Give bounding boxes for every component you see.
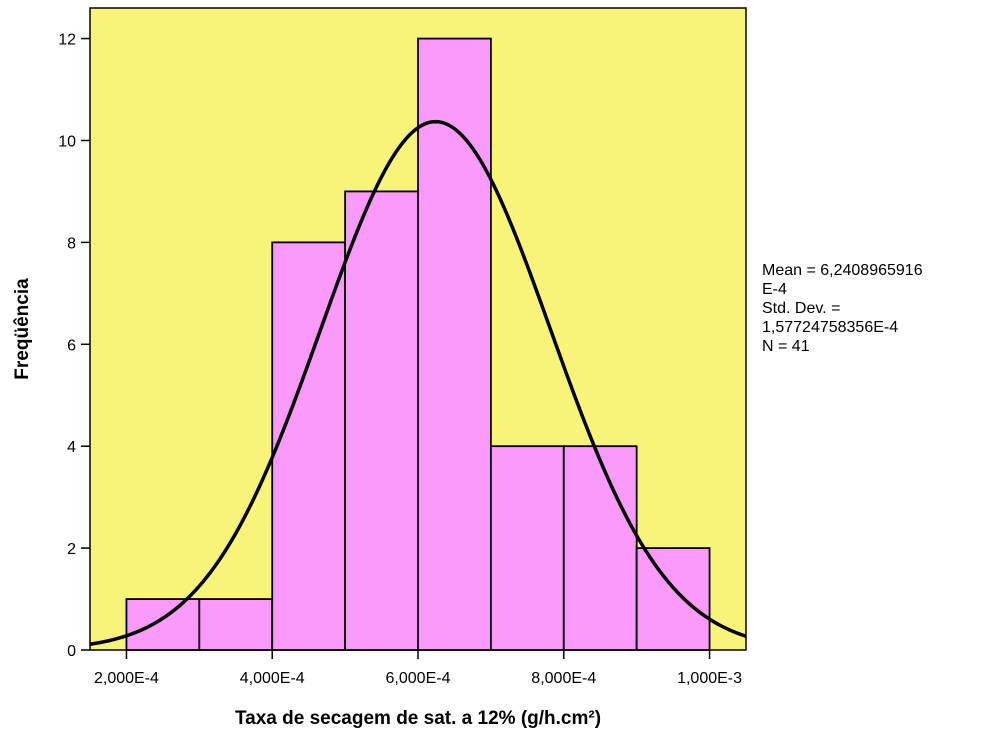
y-axis: 0 2 4 6 8 10 12 [58,32,90,660]
histogram-bar-3 [271,241,347,651]
histogram-bar-7 [562,445,638,651]
y-tick-label: 10 [58,133,76,150]
histogram-bar-8 [635,547,711,651]
x-axis-title: Taxa de secagem de sat. a 12% (g/h.cm²) [235,708,601,729]
y-tick-label: 12 [58,32,76,49]
histogram-bar-6 [489,445,565,651]
x-tick-label: 2,000E-4 [94,670,159,687]
stats-line-std-value: 1,57724758356E-4 [762,319,899,336]
stats-line-n: N = 41 [762,338,810,355]
histogram-bars [125,37,711,651]
y-tick-label: 8 [67,235,76,252]
x-tick-label: 4,000E-4 [240,670,305,687]
histogram-bar-5 [417,37,492,651]
normal-curve [89,119,747,646]
x-tick-label: 1,000E-3 [677,670,742,687]
stats-line-mean-exp: E-4 [762,281,787,298]
y-tick-label: 4 [67,439,76,456]
stats-box: Mean = 6,2408965916 E-4 Std. Dev. = 1,57… [762,261,977,356]
stats-line-std-label: Std. Dev. = [762,300,841,317]
y-tick-label: 2 [67,541,76,558]
x-tick-label: 6,000E-4 [386,670,451,687]
stats-line-mean: Mean = 6,2408965916 [762,262,923,279]
y-tick-label: 6 [67,337,76,354]
x-tick-label: 8,000E-4 [531,670,596,687]
histogram-bar-4 [344,190,419,651]
x-axis: 2,000E-4 4,000E-4 6,000E-4 8,000E-4 1,000E-3 [94,650,742,687]
y-tick-label: 0 [67,643,76,660]
histogram-bar-2 [198,598,274,651]
y-axis-title: Freqüência [12,278,33,380]
histogram-bar-1 [125,598,201,651]
